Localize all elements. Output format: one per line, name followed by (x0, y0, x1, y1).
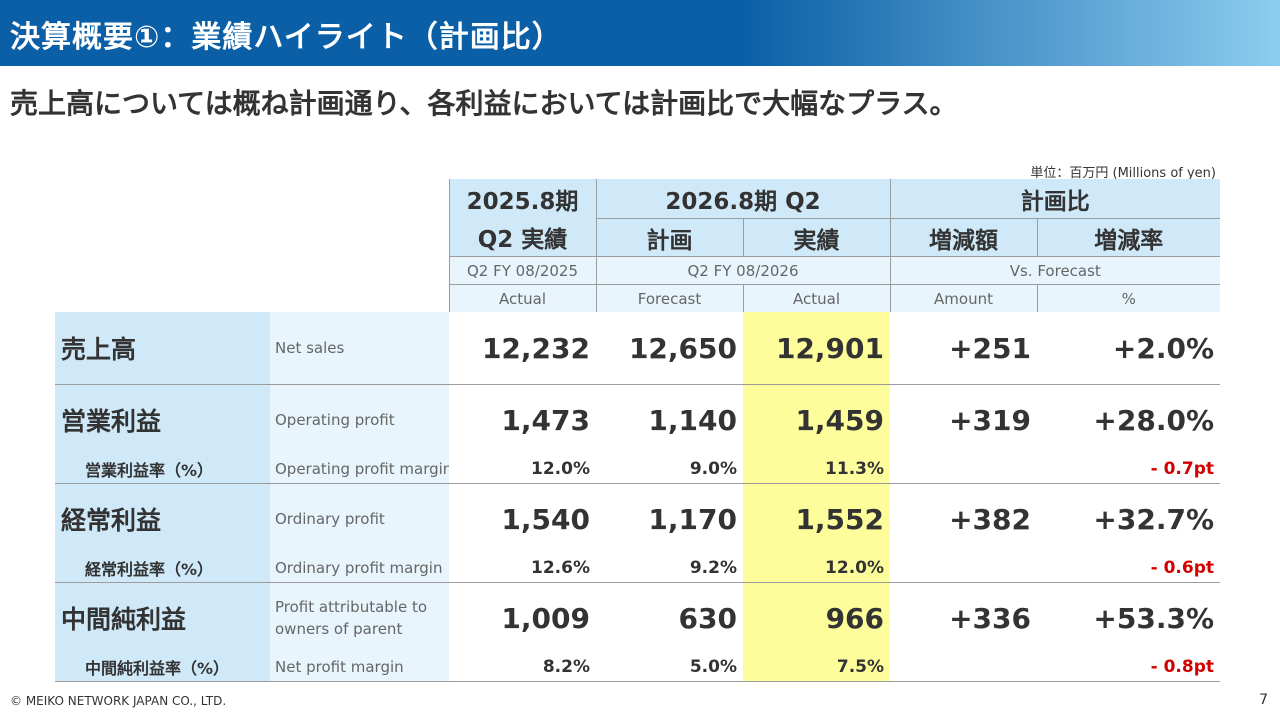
value-rate: - 0.7pt (1037, 455, 1221, 484)
row-label-en: Net profit margin (270, 653, 449, 682)
value-rate: - 0.6pt (1037, 554, 1221, 583)
header-blank-cell (55, 179, 449, 312)
value-plan: 9.2% (596, 554, 743, 583)
value-prev: 12,232 (449, 312, 596, 385)
value-rate: +53.3% (1093, 601, 1215, 635)
value-rate: +2.0% (1037, 312, 1221, 385)
value-diff: +319 (949, 403, 1032, 437)
value-plan: 1,140 (648, 403, 737, 437)
row-ordinary-margin: 経常利益率（%） Ordinary profit margin 12.6% 9.… (55, 554, 1221, 583)
copyright: © MEIKO NETWORK JAPAN CO., LTD. (10, 694, 227, 708)
row-label-en: Operating profit (270, 384, 449, 455)
col-curr-actual: 実績 (742, 218, 891, 257)
value-actual: 1,459 (743, 384, 891, 455)
row-label-jp: 営業利益 (55, 384, 270, 455)
value-prev: 1,009 (501, 601, 590, 635)
value-plan: 5.0% (596, 653, 743, 682)
col-percent-en: % (1036, 284, 1221, 312)
value-diff: +336 (949, 601, 1032, 635)
col-prev-period: 2025.8期 (448, 179, 596, 219)
value-plan: 630 (678, 601, 737, 635)
col-curr-plan: 計画 (595, 218, 743, 257)
value-plan: 12,650 (596, 312, 743, 385)
row-label-jp: 中間純利益 (55, 582, 270, 653)
row-label-en: Profit attributable to owners of parent (270, 582, 449, 653)
page-number: 7 (1259, 692, 1268, 708)
value-actual: 11.3% (743, 455, 891, 484)
value-rate: - 0.8pt (1037, 653, 1221, 682)
row-label-jp: 経常利益率（%） (55, 554, 270, 583)
value-actual: 966 (743, 582, 891, 653)
col-forecast-en: Forecast (595, 284, 743, 312)
row-label-jp: 売上高 (55, 312, 270, 385)
row-ordinary-profit: 経常利益 Ordinary profit 1,540 1,170 1,552 +… (55, 483, 1220, 554)
value-diff (890, 653, 1038, 682)
row-label-jp: 経常利益 (55, 483, 270, 554)
value-prev: 12.6% (449, 554, 596, 583)
unit-note: 単位：百万円 (Millions of yen) (1030, 166, 1216, 181)
row-label-en: Operating profit margin (270, 455, 449, 484)
row-net-profit: 中間純利益 Profit attributable to owners of p… (55, 582, 1220, 653)
row-label-jp: 営業利益率（%） (55, 455, 270, 484)
value-plan: 1,170 (648, 502, 737, 536)
value-prev: 1,473 (501, 403, 590, 437)
col-prev-actual: Q2 実績 (448, 218, 596, 257)
value-actual: 1,552 (743, 483, 891, 554)
col-vs-plan: 計画比 (889, 179, 1221, 219)
page-subtitle: 売上高については概ね計画通り、各利益においては計画比で大幅なプラス。 (10, 87, 958, 120)
value-rate: +28.0% (1093, 403, 1215, 437)
value-diff (890, 455, 1038, 484)
col-curr-en: Q2 FY 08/2026 (595, 256, 891, 285)
value-prev: 8.2% (449, 653, 596, 682)
value-diff (890, 554, 1038, 583)
col-actual-en-2: Actual (742, 284, 891, 312)
header-bar: 決算概要①：業績ハイライト（計画比） (0, 0, 1280, 66)
row-label-en: Ordinary profit (270, 483, 449, 554)
col-curr-period: 2026.8期 Q2 (595, 179, 891, 219)
row-label-en: Net sales (270, 312, 449, 385)
col-amount-en: Amount (889, 284, 1038, 312)
col-diff-rate: 増減率 (1036, 218, 1221, 257)
results-table: 2025.8期 2026.8期 Q2 計画比 Q2 実績 計画 実績 増減額 増… (55, 179, 1221, 682)
row-net-sales: 売上高 Net sales 12,232 12,650 12,901 +251 … (55, 312, 1221, 385)
value-actual: 12,901 (743, 312, 891, 385)
value-actual: 12.0% (743, 554, 891, 583)
page-title: 決算概要①：業績ハイライト（計画比） (10, 20, 563, 55)
value-plan: 9.0% (596, 455, 743, 484)
row-net-margin: 中間純利益率（%） Net profit margin 8.2% 5.0% 7.… (55, 653, 1221, 682)
col-prev-en: Q2 FY 08/2025 (448, 256, 596, 285)
col-diff-amount: 増減額 (889, 218, 1038, 257)
row-label-en-line1: Profit attributable to (275, 598, 428, 616)
row-operating-margin: 営業利益率（%） Operating profit margin 12.0% 9… (55, 455, 1221, 484)
col-vs-en: Vs. Forecast (889, 256, 1221, 285)
col-actual-en: Actual (448, 284, 596, 312)
row-operating-profit: 営業利益 Operating profit 1,473 1,140 1,459 … (55, 384, 1220, 455)
value-diff: +251 (890, 312, 1038, 385)
value-prev: 1,540 (501, 502, 590, 536)
row-label-en-line2: owners of parent (275, 620, 403, 638)
value-actual: 7.5% (743, 653, 891, 682)
row-label-jp: 中間純利益率（%） (55, 653, 270, 682)
value-prev: 12.0% (449, 455, 596, 484)
value-rate: +32.7% (1093, 502, 1215, 536)
value-diff: +382 (949, 502, 1032, 536)
row-label-en: Ordinary profit margin (270, 554, 449, 583)
